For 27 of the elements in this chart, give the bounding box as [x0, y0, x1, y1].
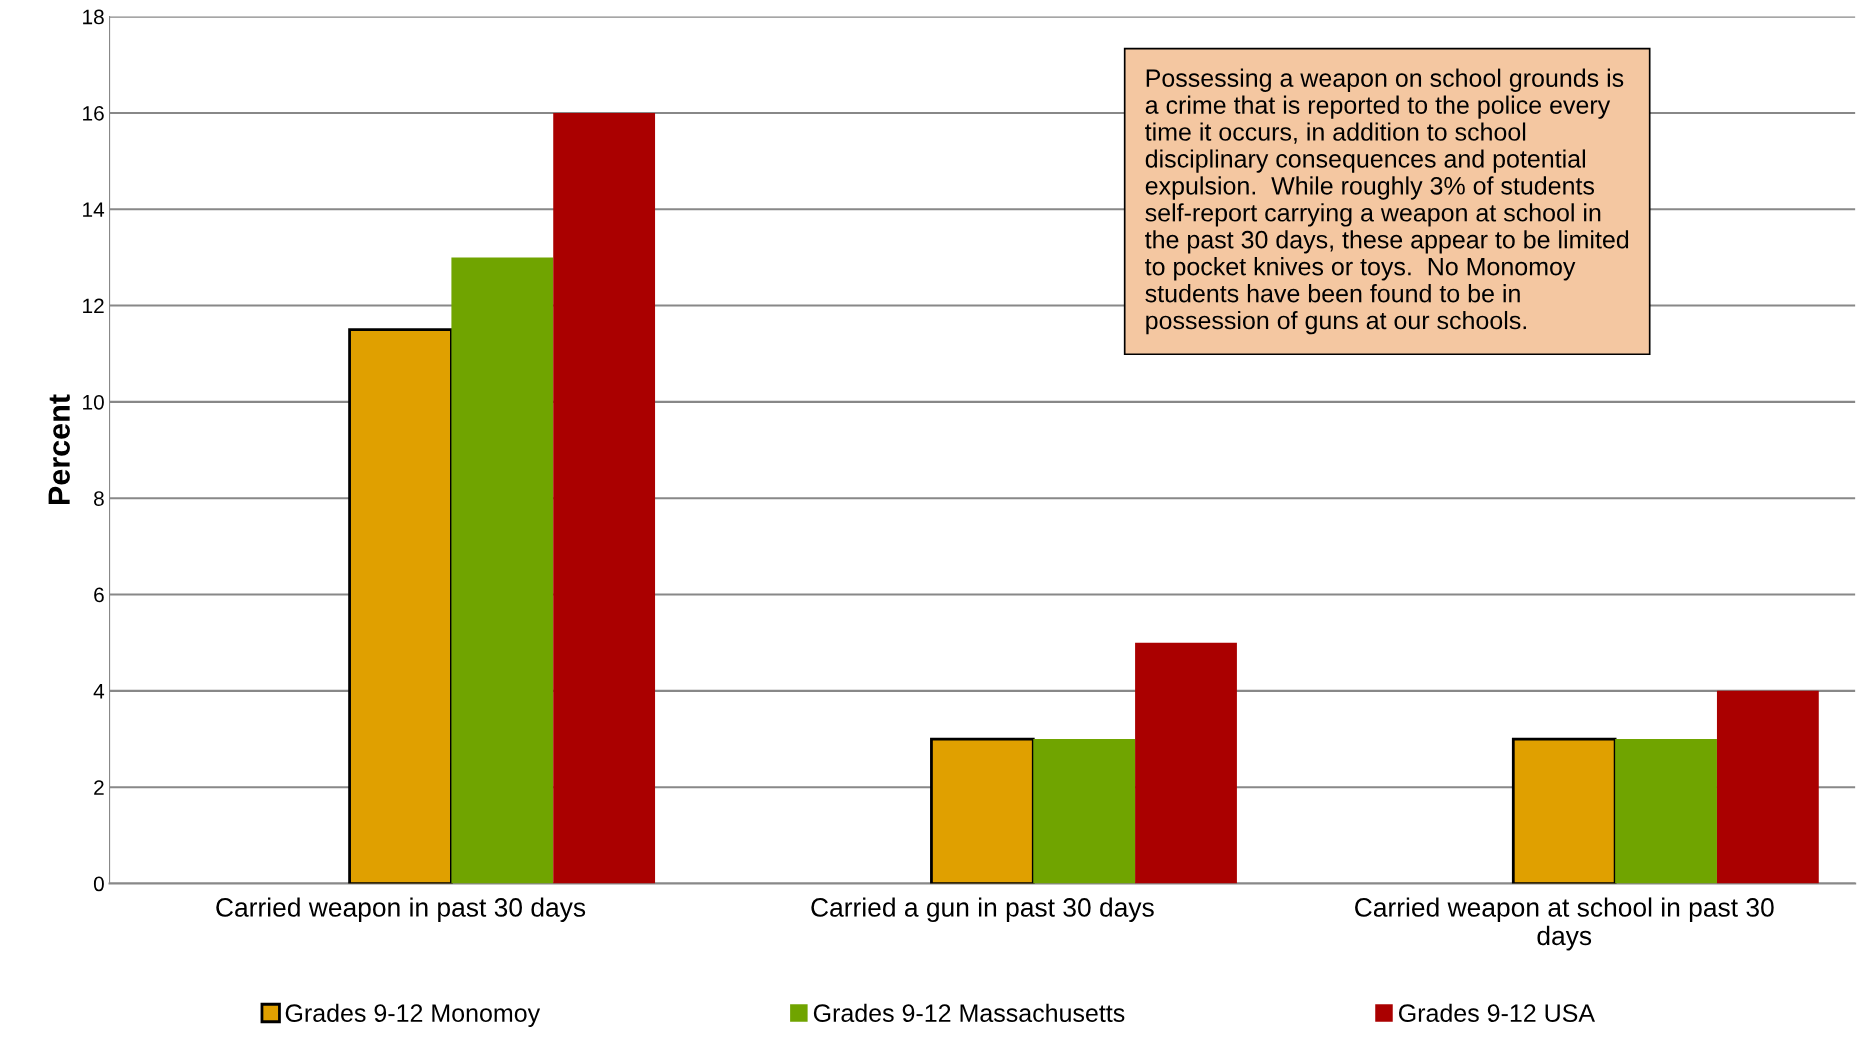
- legend-label: Grades 9-12 Monomoy: [285, 1003, 541, 1027]
- y-tick-label: 2: [94, 780, 104, 795]
- y-tick-label: 16: [83, 105, 104, 121]
- x-tick-label: Carried a gun in past 30 days: [811, 897, 1154, 923]
- bar: [553, 112, 656, 884]
- y-tick-label: 4: [93, 684, 105, 699]
- bar: [1033, 739, 1136, 884]
- y-axis-title: Percent: [48, 394, 70, 505]
- y-tick-label: 6: [94, 587, 104, 603]
- bar: [1511, 737, 1617, 884]
- bar: [1716, 690, 1819, 884]
- y-tick-label: 18: [83, 9, 104, 25]
- y-tick-label: 14: [83, 202, 105, 217]
- bar: [930, 737, 1035, 884]
- x-tick-label: Carried weapon in past 30 days: [216, 897, 586, 923]
- legend-label: Grades 9-12 Massachusetts: [813, 1003, 1125, 1022]
- x-tick-label: Carried weapon at school in past 30 days: [1355, 897, 1774, 951]
- bar: [1135, 642, 1237, 884]
- bar: [348, 328, 453, 884]
- y-tick-label: 10: [83, 394, 104, 410]
- text: Possessing a weapon on school grounds is a crime that is reported to the police every time it occurs, in addition to school disciplinary consequences and potential expulsion. While roughly 3% of students self-report carrying a weapon at school in the past 30 days, these appear to be limited to pocket knives or toys. No Monomoy students have been found to be in possession of guns at our schools.: [1145, 68, 1629, 335]
- bar: [1615, 739, 1717, 884]
- y-tick-label: 0: [93, 876, 104, 892]
- legend-label: Grades 9-12 USA: [1399, 1003, 1595, 1022]
- bar: [451, 257, 554, 884]
- y-tick-label: 8: [94, 491, 104, 506]
- y-tick-label: 12: [83, 298, 104, 314]
